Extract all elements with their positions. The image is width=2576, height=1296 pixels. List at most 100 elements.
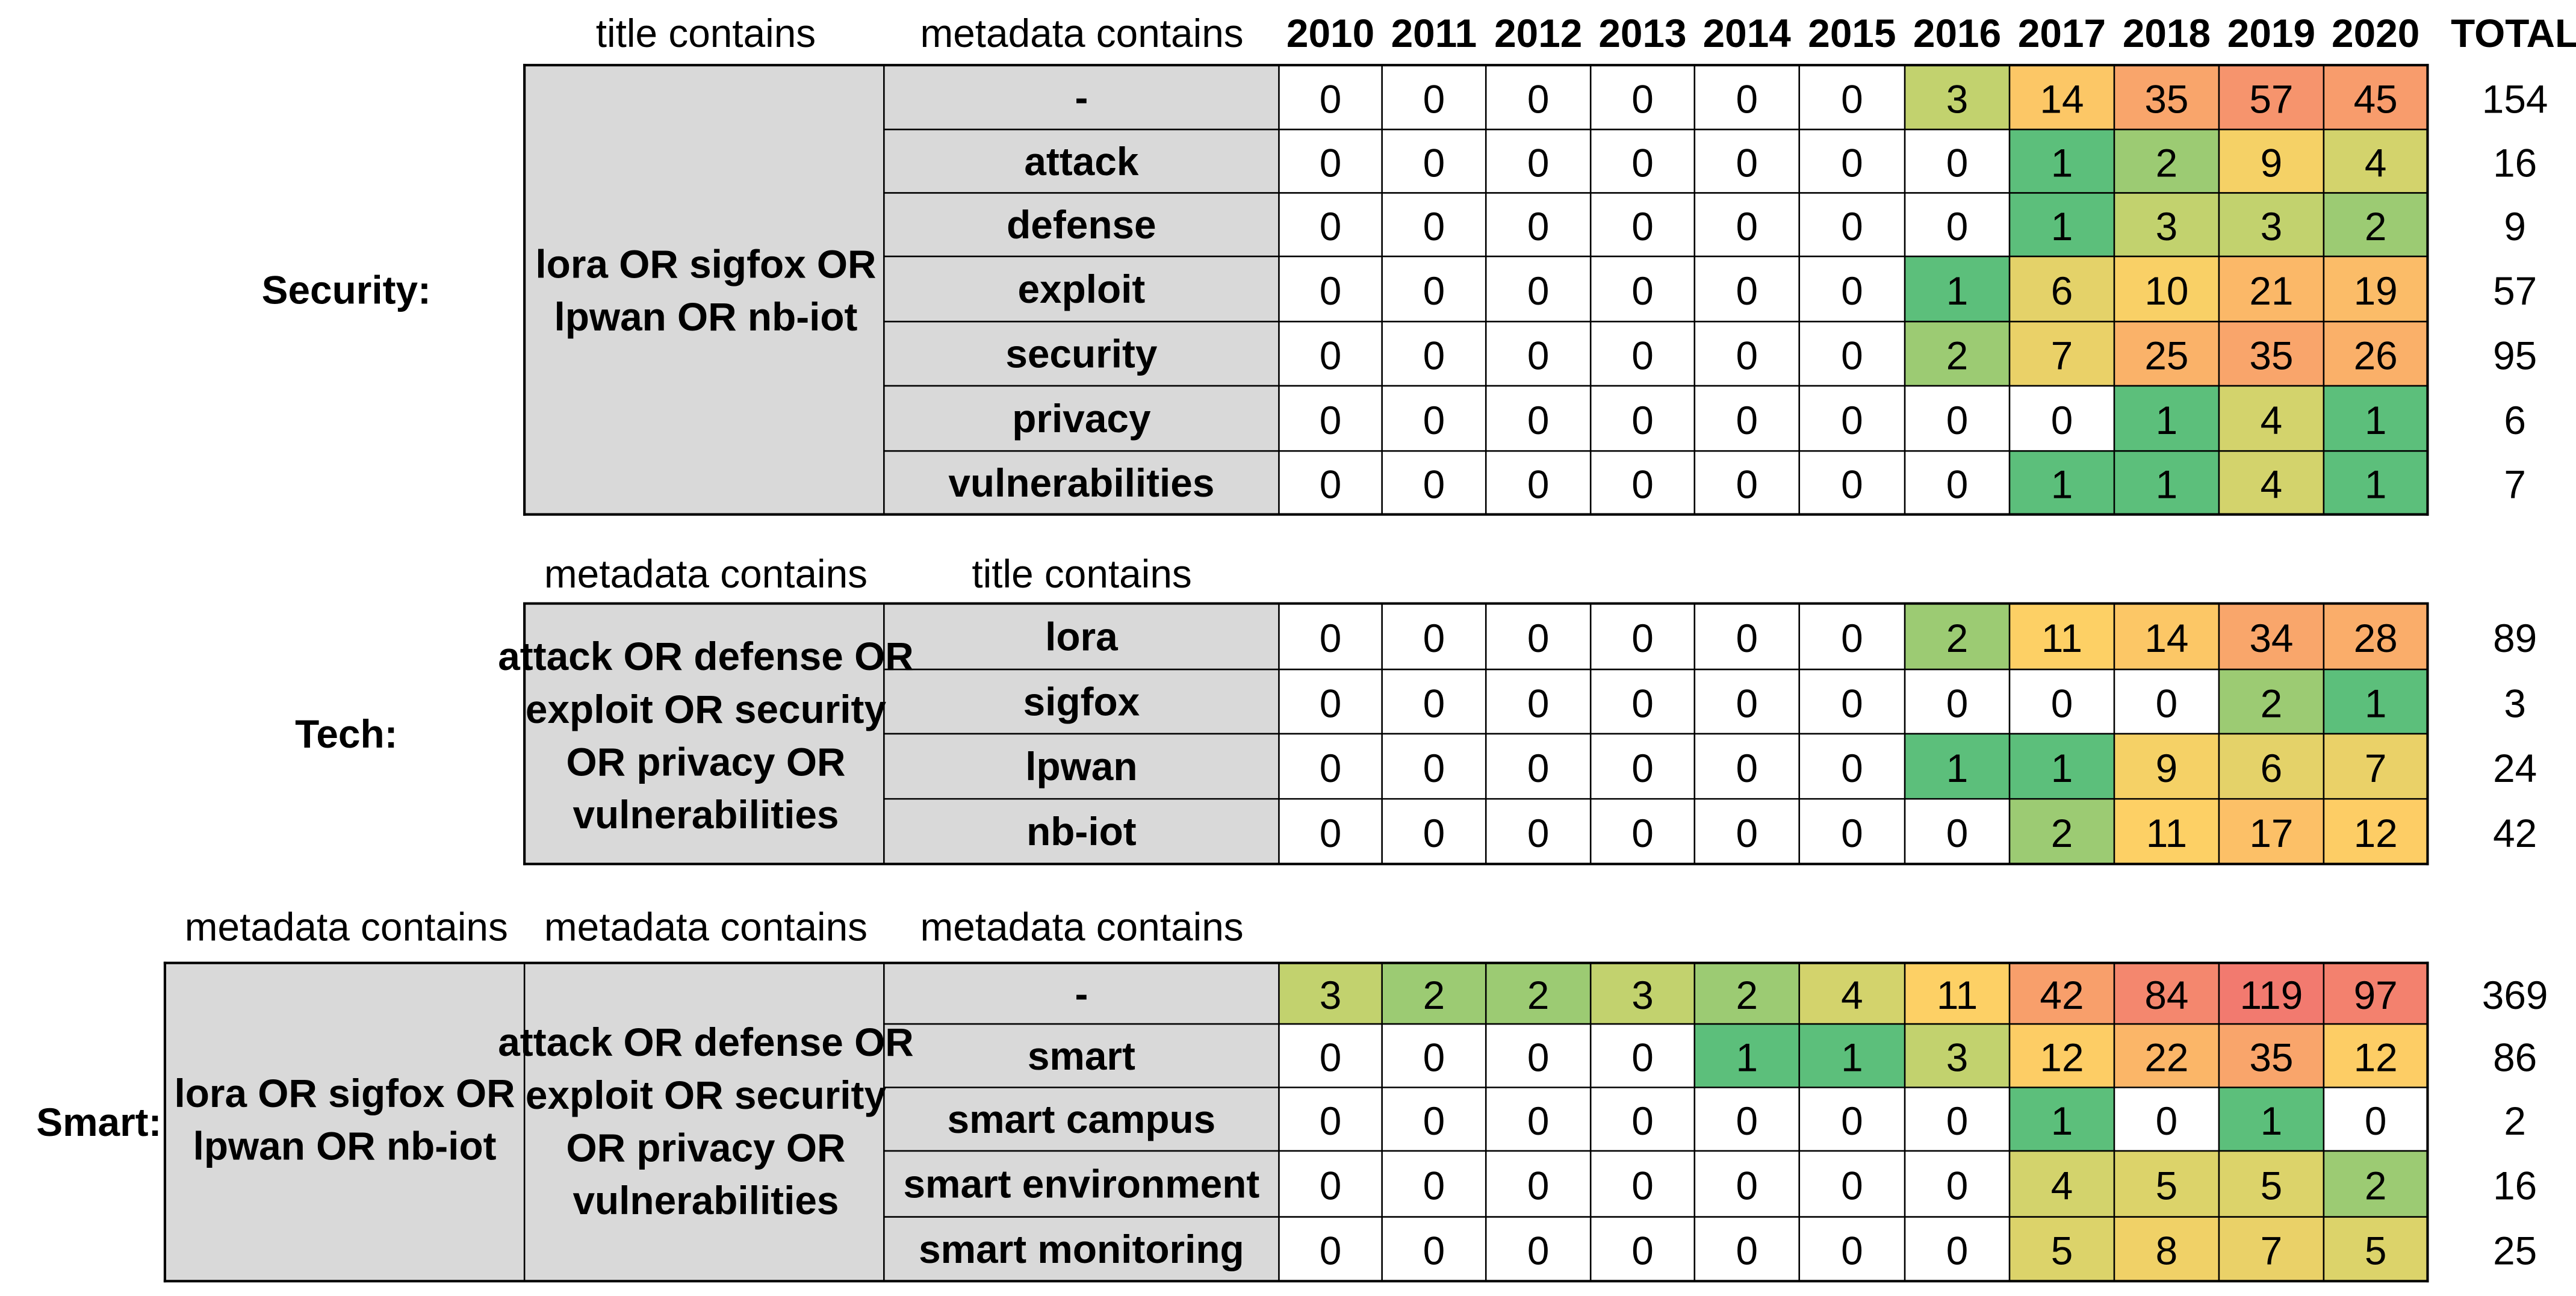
- section-2-total-4: 42: [2493, 811, 2537, 855]
- section-2-cell-4-2010: [1279, 799, 1382, 864]
- section-2-value-3-2018: 9: [2156, 746, 2178, 790]
- section-3-cell-2-2015: [1799, 1024, 1905, 1088]
- section-1-cell-4-2017: [2010, 256, 2114, 322]
- section-1-value-2-2018: 2: [2156, 140, 2178, 185]
- section-1-value-4-2010: 0: [1320, 268, 1342, 313]
- section-2-value-2-2020: 1: [2365, 681, 2387, 725]
- section-3-term-5: smart monitoring: [919, 1227, 1244, 1271]
- section-1-value-1-2011: 0: [1423, 76, 1445, 121]
- section-3-value-5-2016: 0: [1946, 1229, 1969, 1273]
- section-3-cell-3-2012: [1486, 1087, 1591, 1151]
- section-2-value-3-2019: 6: [2261, 746, 2283, 790]
- section-3-total-3: 2: [2504, 1099, 2526, 1143]
- section-3-value-1-2017: 42: [2040, 973, 2084, 1017]
- section-3-value-3-2017: 1: [2051, 1099, 2073, 1143]
- section-3-value-1-2013: 3: [1631, 973, 1654, 1017]
- section-1-cell-1-2016: [1905, 65, 2010, 130]
- section-2-value-2-2018: 0: [2156, 681, 2178, 725]
- section-1-cell-6-2017: [2010, 385, 2114, 451]
- year-header-2019: 2019: [2227, 11, 2315, 55]
- section-1-total-6: 6: [2504, 398, 2526, 442]
- section-3-cell-3-2018: [2114, 1087, 2219, 1151]
- section-2-cell-1-2016: [1905, 603, 2010, 670]
- section-3-value-5-2010: 0: [1320, 1229, 1342, 1273]
- section-3-value-3-2019: 1: [2261, 1099, 2283, 1143]
- section-2-cell-1-2020: [2323, 603, 2428, 670]
- section-1-cell-6-2019: [2218, 385, 2324, 451]
- section-1-cell-7-2016: [1905, 451, 2010, 515]
- section-1-value-3-2013: 0: [1631, 204, 1654, 249]
- section-1-value-7-2016: 0: [1946, 462, 1969, 507]
- section-1-value-7-2019: 4: [2261, 462, 2283, 507]
- section-1-cell-4-2013: [1591, 256, 1695, 322]
- section-1-value-6-2011: 0: [1423, 398, 1445, 442]
- section-1-cell-6-2010: [1279, 385, 1382, 451]
- section-3-value-5-2011: 0: [1423, 1229, 1445, 1273]
- section-3-cell-1-2013: [1591, 963, 1695, 1025]
- section-1-value-6-2020: 1: [2365, 398, 2387, 442]
- section-1-cell-5-2017: [2010, 321, 2114, 386]
- section-2-value-3-2010: 0: [1320, 746, 1342, 790]
- section-1-cell-2-2015: [1799, 129, 1905, 193]
- year-header-2016: 2016: [1913, 11, 2001, 55]
- section-1-value-4-2018: 10: [2144, 268, 2188, 313]
- section-3-term-2: smart: [1028, 1034, 1135, 1078]
- section-2-cell-3-2019: [2218, 733, 2324, 799]
- section-2-cell-4-2011: [1382, 799, 1486, 864]
- section-1-value-5-2012: 0: [1527, 333, 1550, 377]
- section-2-group-line-1: attack OR defense OR: [498, 634, 913, 678]
- section-2-value-2-2019: 2: [2261, 681, 2283, 725]
- section-2-value-1-2011: 0: [1423, 616, 1445, 660]
- section-3-col-header-3: metadata contains: [920, 904, 1243, 949]
- section-1-value-7-2017: 1: [2051, 462, 2073, 507]
- section-1-cell-1-2012: [1486, 65, 1591, 130]
- section-1-cell-1-2017: [2010, 65, 2114, 130]
- section-1-cell-2-2017: [2010, 129, 2114, 193]
- section-3-cell-4-2011: [1382, 1150, 1486, 1217]
- section-2-value-3-2016: 1: [1946, 746, 1969, 790]
- section-3-cell-5-2011: [1382, 1217, 1486, 1282]
- section-3-value-1-2012: 2: [1527, 973, 1550, 1017]
- section-2-cell-2-2015: [1799, 669, 1905, 734]
- section-2-value-2-2017: 0: [2051, 681, 2073, 725]
- section-1-value-3-2015: 0: [1841, 204, 1863, 249]
- section-3-value-3-2011: 0: [1423, 1099, 1445, 1143]
- section-1-cell-5-2013: [1591, 321, 1695, 386]
- section-3-cell-4-2016: [1905, 1150, 2010, 1217]
- section-3-cell-4-2012: [1486, 1150, 1591, 1217]
- section-3-cell-1-2012: [1486, 963, 1591, 1025]
- section-2-value-1-2016: 2: [1946, 616, 1969, 660]
- section-3-cell-4-2013: [1591, 1150, 1695, 1217]
- section-3-term-3: smart campus: [948, 1097, 1216, 1141]
- section-3-cell-1-2011: [1382, 963, 1486, 1025]
- section-3-cell-2-2018: [2114, 1024, 2219, 1088]
- section-3-value-4-2012: 0: [1527, 1163, 1550, 1208]
- section-2-cell-3-2018: [2114, 733, 2219, 799]
- section-2-cell-2-2013: [1591, 669, 1695, 734]
- section-1-cell-4-2010: [1279, 256, 1382, 322]
- year-header-2017: 2017: [2018, 11, 2106, 55]
- section-2-cell-3-2014: [1694, 733, 1799, 799]
- section-2-col-header-1: metadata contains: [544, 551, 867, 596]
- section-1-cell-6-2014: [1694, 385, 1799, 451]
- section-1-cell-5-2015: [1799, 321, 1905, 386]
- section-3-value-4-2016: 0: [1946, 1163, 1969, 1208]
- year-header-2018: 2018: [2123, 11, 2211, 55]
- section-1-value-5-2015: 0: [1841, 333, 1863, 377]
- section-3-value-4-2014: 0: [1736, 1163, 1758, 1208]
- section-3-value-2-2014: 1: [1736, 1035, 1758, 1080]
- section-2-value-1-2014: 0: [1736, 616, 1758, 660]
- section-1-cell-2-2014: [1694, 129, 1799, 193]
- section-3-cell-4-2020: [2323, 1150, 2428, 1217]
- section-1-value-3-2011: 0: [1423, 204, 1445, 249]
- section-3-value-5-2019: 7: [2261, 1229, 2283, 1273]
- section-1-cell-5-2010: [1279, 321, 1382, 386]
- section-3-cell-4-2015: [1799, 1150, 1905, 1217]
- year-header-2012: 2012: [1494, 11, 1582, 55]
- section-2-col-header-2: title contains: [972, 551, 1191, 596]
- section-3-value-4-2019: 5: [2261, 1163, 2283, 1208]
- section-1-cell-6-2018: [2114, 385, 2219, 451]
- section-3-cell-2-2010: [1279, 1024, 1382, 1088]
- section-3-value-1-2016: 11: [1937, 973, 1978, 1017]
- section-3-value-2-2019: 35: [2249, 1035, 2293, 1080]
